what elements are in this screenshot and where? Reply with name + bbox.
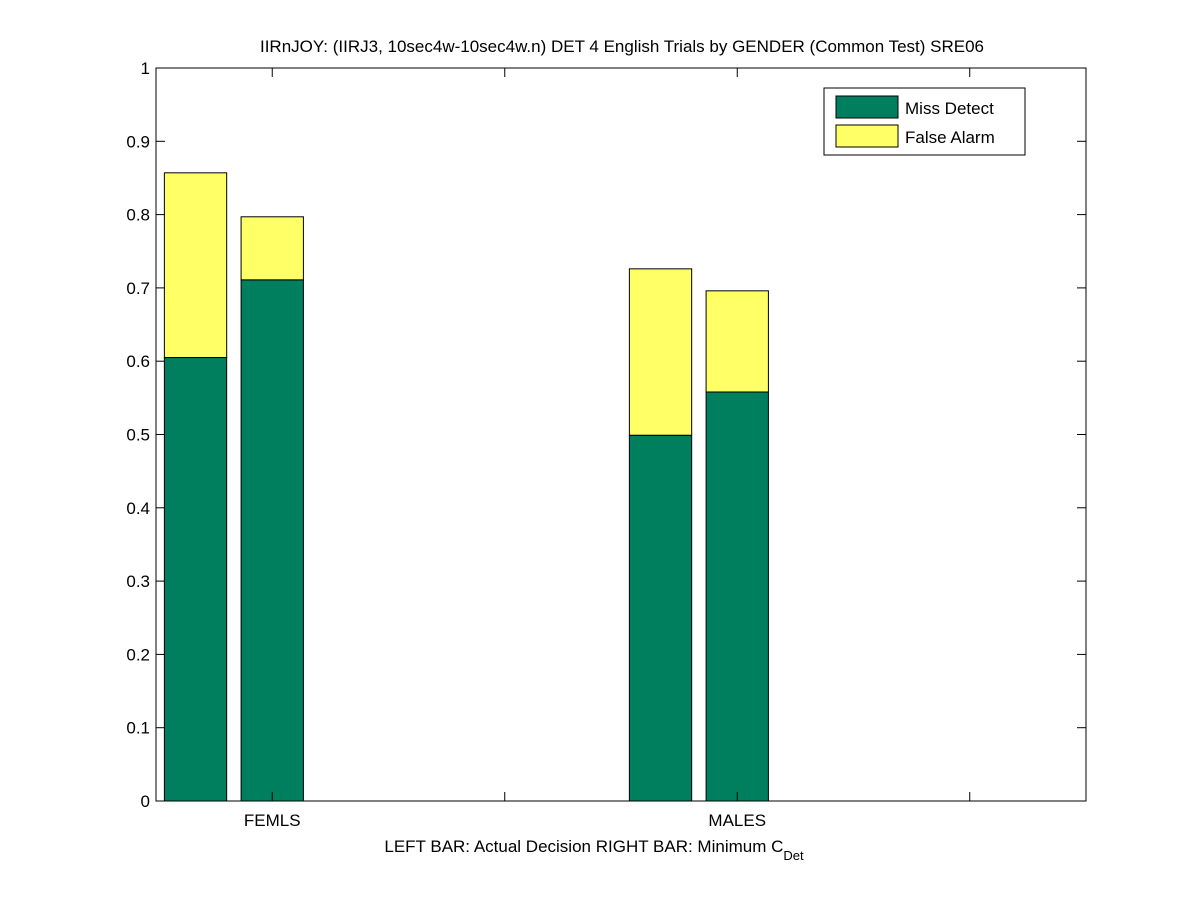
bar-males-actual-miss-detect	[628, 434, 693, 802]
legend-label-false-alarm: False Alarm	[905, 128, 995, 147]
ticks-layer: 0 0.1 0.2 0.3 0.4 0.5 0.6 0.7 0.8 0.9 1 FEMLS MALES	[126, 59, 1086, 830]
y-tick-label: 0.3	[126, 572, 150, 591]
y-tick-label: 0.6	[126, 352, 150, 371]
x-axis-label-right: RIGHT BAR: Minimum C	[596, 837, 784, 856]
y-tick-label: 0	[141, 792, 150, 811]
bar-femls-minimum-miss-detect	[240, 279, 304, 802]
x-tick-label: FEMLS	[244, 811, 301, 830]
y-tick-label: 0.9	[126, 132, 150, 151]
y-tick-label: 0.2	[126, 645, 150, 664]
y-tick-label: 0.1	[126, 719, 150, 738]
x-tick-label: MALES	[708, 811, 766, 830]
y-tick-label: 0.4	[126, 499, 150, 518]
plot-area	[156, 68, 1086, 801]
y-tick-label: 0.8	[126, 206, 150, 225]
chart-title: IIRnJOY: (IIRJ3, 10sec4w-10sec4w.n) DET …	[260, 37, 984, 56]
bar-femls-actual-false-alarm	[163, 172, 228, 359]
x-axis-label-left: LEFT BAR: Actual Decision	[384, 837, 591, 856]
bar-males-minimum-miss-detect	[705, 391, 769, 802]
legend-label-miss-detect: Miss Detect	[905, 99, 994, 118]
y-tick-label: 1	[141, 59, 150, 78]
legend: Miss Detect False Alarm	[823, 87, 1026, 156]
bar-femls-minimum-false-alarm	[240, 216, 304, 281]
x-axis-label: LEFT BAR: Actual Decision RIGHT BAR: Min…	[384, 837, 804, 863]
bar-males-minimum-false-alarm	[705, 290, 769, 393]
x-axis-label-subscript: Det	[783, 848, 804, 863]
bar-males-actual-false-alarm	[628, 268, 693, 436]
legend-swatch-false-alarm	[835, 124, 899, 148]
legend-swatch-miss-detect	[835, 95, 899, 119]
y-tick-label: 0.5	[126, 426, 150, 445]
y-tick-label: 0.7	[126, 279, 150, 298]
bar-femls-actual-miss-detect	[163, 357, 228, 802]
plot-border	[155, 67, 1087, 802]
bars-layer	[163, 172, 769, 802]
